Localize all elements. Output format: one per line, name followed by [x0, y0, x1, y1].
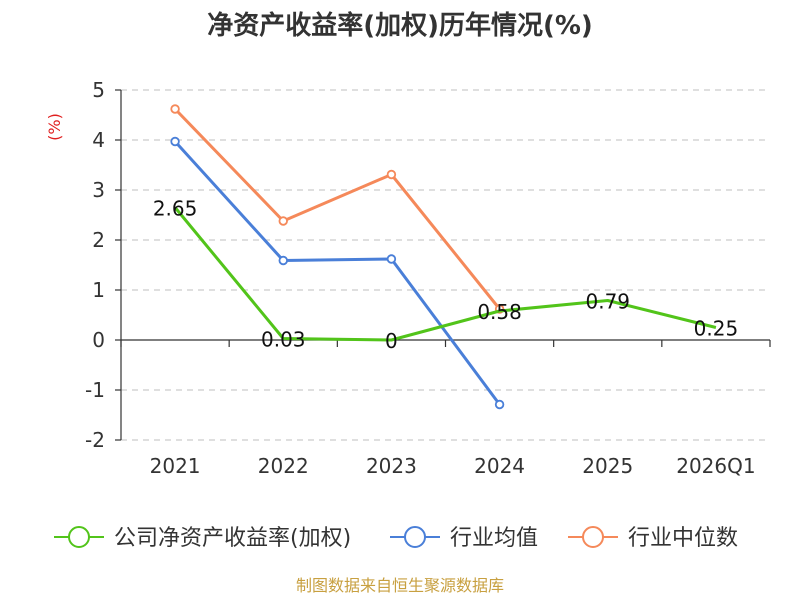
- y-tick-label-2: 2: [92, 228, 105, 252]
- legend-label-1: 行业均值: [450, 526, 538, 551]
- series-point-2-0: [170, 104, 180, 114]
- data-label-0-0: 2.65: [153, 197, 198, 221]
- legend-item-0: 公司净资产收益率(加权): [54, 526, 351, 551]
- x-tick-label-2024: 2024: [474, 454, 525, 478]
- data-label-0-4: 0.79: [585, 290, 630, 314]
- data-label-0-3: 0.58: [477, 300, 522, 324]
- source-note: 制图数据来自恒生聚源数据库: [296, 576, 504, 595]
- y-tick-label--1: -1: [85, 378, 105, 402]
- y-ticks: -2 -1 0 1 2 3 4 5: [85, 78, 121, 452]
- x-ticks: 2021 2022 2023 2024 2025 2026Q1: [120, 340, 771, 478]
- x-tick-label-2026Q1: 2026Q1: [676, 454, 755, 478]
- series-line-1: [173, 140, 501, 406]
- y-tick-label--2: -2: [85, 428, 105, 452]
- legend-marker-0: [68, 526, 90, 548]
- legend-label-0: 公司净资产收益率(加权): [114, 526, 351, 551]
- y-tick-label-4: 4: [92, 128, 105, 152]
- series-line-2: [174, 107, 501, 310]
- series-1: [170, 136, 505, 410]
- x-tick-label-2023: 2023: [366, 454, 417, 478]
- y-tick-label-1: 1: [92, 278, 105, 302]
- x-tick-label-2022: 2022: [258, 454, 309, 478]
- legend: 公司净资产收益率(加权) 行业均值 行业中位数: [54, 526, 738, 551]
- series-layer: 2.65 0.03 0 0.58 0.79 0.25: [153, 104, 739, 410]
- legend-item-1: 行业均值: [390, 526, 538, 551]
- data-label-0-1: 0.03: [261, 328, 306, 352]
- legend-marker-2: [582, 526, 604, 548]
- axes: [120, 90, 770, 440]
- series-2: [170, 104, 505, 314]
- series-point-1-3: [494, 399, 505, 410]
- series-point-2-1: [278, 216, 288, 226]
- data-label-0-5: 0.25: [694, 317, 739, 341]
- y-tick-label-3: 3: [92, 178, 105, 202]
- series-point-1-0: [170, 136, 180, 147]
- gridlines: [121, 89, 770, 441]
- legend-item-2: 行业中位数: [568, 526, 738, 551]
- series-point-1-2: [386, 254, 397, 264]
- series-point-2-2: [386, 169, 397, 180]
- y-tick-label-5: 5: [92, 78, 105, 102]
- data-label-0-2: 0: [385, 329, 398, 353]
- series-0: [173, 206, 717, 342]
- legend-label-2: 行业中位数: [628, 526, 738, 551]
- legend-marker-1: [404, 526, 426, 548]
- series-point-1-1: [278, 255, 288, 266]
- series-line-0: [173, 206, 717, 342]
- x-tick-label-2021: 2021: [150, 454, 201, 478]
- x-tick-label-2025: 2025: [582, 454, 633, 478]
- y-axis-label: (%): [45, 113, 64, 141]
- chart-title: 净资产收益率(加权)历年情况(%): [207, 10, 593, 41]
- y-tick-label-0: 0: [92, 328, 105, 352]
